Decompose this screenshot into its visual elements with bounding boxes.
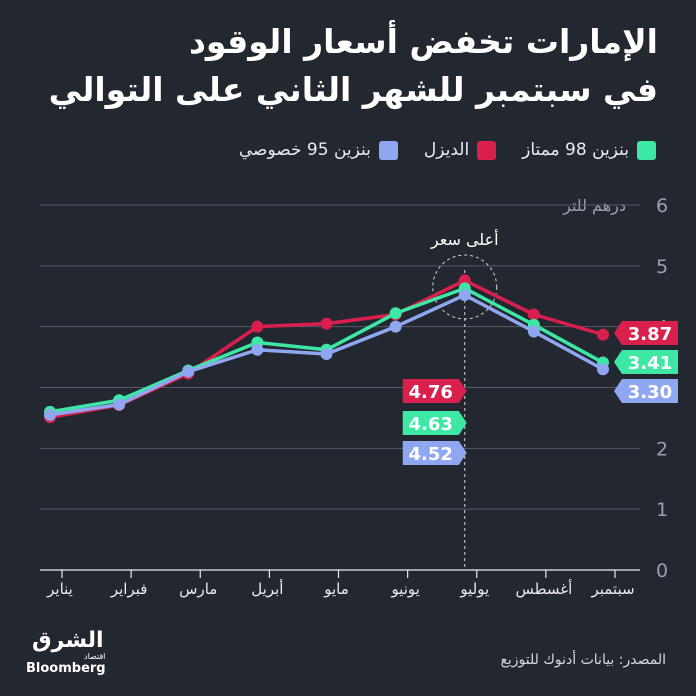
end-value-label: 3.87 — [628, 324, 672, 345]
data-point — [527, 308, 540, 321]
data-point — [389, 307, 402, 320]
y-tick-label: 0 — [656, 560, 668, 582]
highlight-value-label: 4.76 — [409, 382, 453, 403]
end-value-label-tag — [614, 350, 678, 374]
asharq-bloomberg-logo: الشرق اقتصاد Bloomberg — [18, 628, 114, 680]
end-value-label-tag — [614, 321, 678, 345]
y-tick-label: 1 — [656, 499, 668, 521]
highlight-value-label-tag — [402, 411, 467, 435]
data-point — [597, 328, 609, 341]
logo-english: Bloomberg — [26, 661, 106, 676]
end-value-label: 3.30 — [628, 382, 672, 403]
legend: بنزين 98 ممتاز الديزل بنزين 95 خصوصي — [239, 140, 656, 160]
legend-label-premium98: بنزين 98 ممتاز — [522, 140, 629, 160]
y-tick-label: 6 — [656, 195, 668, 217]
end-value-label-tag — [614, 379, 678, 403]
data-point — [527, 325, 540, 338]
legend-item-special95: بنزين 95 خصوصي — [239, 140, 398, 160]
data-point — [389, 320, 402, 333]
highlight-circle — [432, 254, 498, 320]
highlight-value-label-tag — [402, 379, 467, 403]
highlight-value-label: 4.52 — [409, 444, 453, 465]
x-tick-label: يونيو — [390, 580, 419, 598]
x-tick-label: مارس — [179, 580, 217, 598]
data-point — [182, 365, 195, 378]
x-tick-label: أغسطس — [515, 579, 572, 598]
title-line-2: في سبتمبر للشهر الثاني على التوالي — [48, 70, 658, 109]
legend-swatch-premium98 — [637, 140, 656, 160]
data-point — [458, 289, 471, 302]
x-tick-label: أبريل — [251, 579, 283, 598]
highlight-annotation: أعلى سعر — [430, 229, 499, 250]
legend-item-diesel: الديزل — [423, 140, 497, 160]
data-point — [597, 363, 609, 376]
x-tick-label: يوليو — [459, 580, 489, 598]
x-tick-label: سبتمبر — [590, 580, 634, 598]
logo-sub: اقتصاد — [84, 652, 106, 661]
legend-item-premium98: بنزين 98 ممتاز — [522, 140, 656, 160]
end-value-label: 3.41 — [628, 353, 672, 374]
data-point — [113, 398, 126, 411]
highlight-value-label-tag — [402, 441, 467, 465]
x-tick-label: فبراير — [110, 580, 148, 598]
title-line-1: الإمارات تخفض أسعار الوقود — [189, 22, 658, 61]
legend-label-special95: بنزين 95 خصوصي — [238, 140, 371, 160]
data-point — [251, 343, 264, 356]
legend-swatch-diesel — [477, 140, 497, 160]
data-point — [320, 348, 333, 361]
chart-title: الإمارات تخفض أسعار الوقود في سبتمبر للش… — [38, 18, 658, 114]
y-tick-label: 5 — [656, 256, 668, 278]
highlight-value-label: 4.63 — [409, 414, 453, 435]
data-point — [251, 320, 264, 333]
legend-swatch-special95 — [378, 140, 398, 160]
data-point — [320, 317, 333, 330]
y-tick-label: 2 — [656, 438, 668, 460]
x-tick-label: مايو — [323, 580, 349, 598]
source-note: المصدر: بيانات أدنوك للتوزيع — [500, 652, 666, 668]
x-tick-label: يناير — [46, 580, 73, 598]
logo-arabic: الشرق — [32, 628, 104, 653]
data-point — [44, 408, 56, 421]
legend-label-diesel: الديزل — [423, 140, 470, 160]
